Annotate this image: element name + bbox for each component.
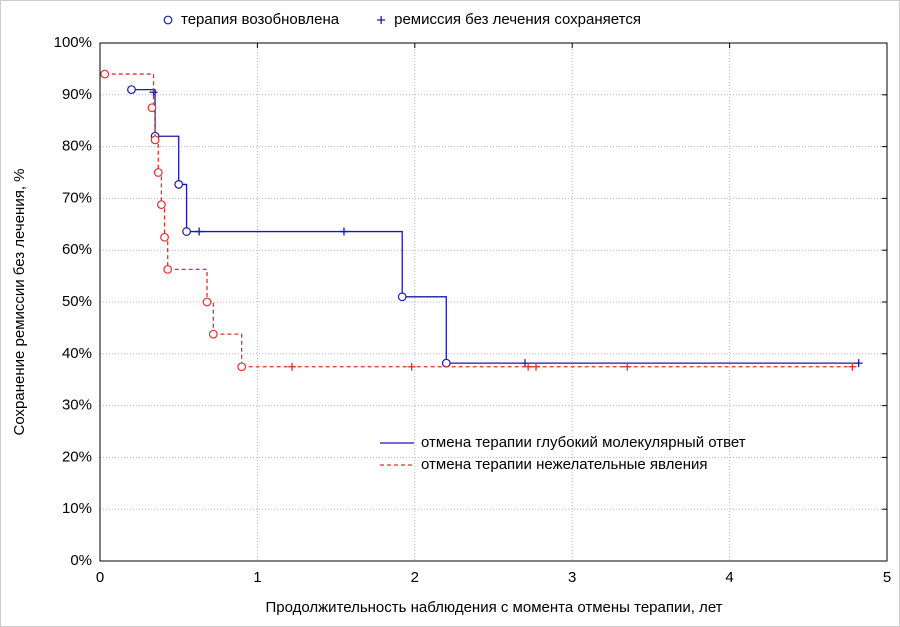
event-marker	[153, 168, 163, 177]
plot-frame	[99, 42, 888, 562]
step-line	[104, 73, 155, 108]
y-tick-label: 90%	[62, 86, 92, 103]
event-marker	[208, 329, 218, 339]
censored-marker	[848, 362, 857, 371]
censored-marker	[407, 362, 416, 371]
censored-marker	[531, 362, 540, 371]
legend-label: терапия возобновлена	[181, 11, 340, 28]
censored-marker	[524, 362, 533, 371]
y-tick-label: 100%	[54, 34, 92, 51]
step-line	[213, 333, 243, 367]
event-marker	[202, 297, 212, 307]
event-marker	[237, 362, 247, 372]
x-axis-label: Продолжительность наблюдения с момента о…	[265, 599, 722, 616]
legend-label: отмена терапии нежелательные явления	[421, 456, 708, 473]
x-tick-label: 5	[883, 569, 891, 586]
event-marker	[127, 85, 136, 95]
censored-marker	[623, 362, 632, 371]
event-marker	[397, 292, 407, 302]
y-tick-label: 30%	[62, 397, 92, 414]
y-axis-label: Сохранение ремиссии без лечения, %	[11, 169, 28, 436]
x-tick-label: 2	[411, 569, 419, 586]
y-tick-label: 50%	[62, 293, 92, 310]
censored-marker	[339, 227, 348, 236]
legend-symbol	[163, 15, 173, 25]
legend-label: отмена терапии глубокий молекулярный отв…	[421, 434, 746, 451]
legend-label: ремиссия без лечения сохраняется	[394, 11, 641, 28]
y-tick-label: 60%	[62, 241, 92, 258]
event-marker	[174, 180, 184, 189]
event-marker	[147, 103, 157, 113]
event-marker	[163, 264, 173, 274]
censored-marker	[195, 227, 204, 236]
step-line	[402, 296, 447, 364]
x-tick-label: 3	[568, 569, 576, 586]
event-marker	[441, 358, 451, 368]
y-tick-label: 70%	[62, 189, 92, 206]
event-marker	[156, 200, 166, 210]
step-line	[186, 230, 403, 297]
step-line	[155, 135, 180, 185]
x-tick-label: 4	[725, 569, 733, 586]
y-tick-label: 10%	[62, 500, 92, 517]
event-marker	[160, 232, 169, 242]
event-marker	[100, 69, 110, 79]
event-marker	[150, 135, 160, 145]
event-marker	[182, 227, 191, 236]
y-tick-label: 40%	[62, 345, 92, 362]
legend-symbol	[377, 16, 386, 24]
x-tick-label: 0	[96, 569, 104, 586]
censored-marker	[854, 359, 863, 368]
censored-marker	[288, 362, 297, 371]
x-tick-label: 1	[253, 569, 261, 586]
y-tick-label: 80%	[62, 138, 92, 155]
y-tick-label: 20%	[62, 448, 92, 465]
y-tick-label: 0%	[70, 552, 92, 569]
